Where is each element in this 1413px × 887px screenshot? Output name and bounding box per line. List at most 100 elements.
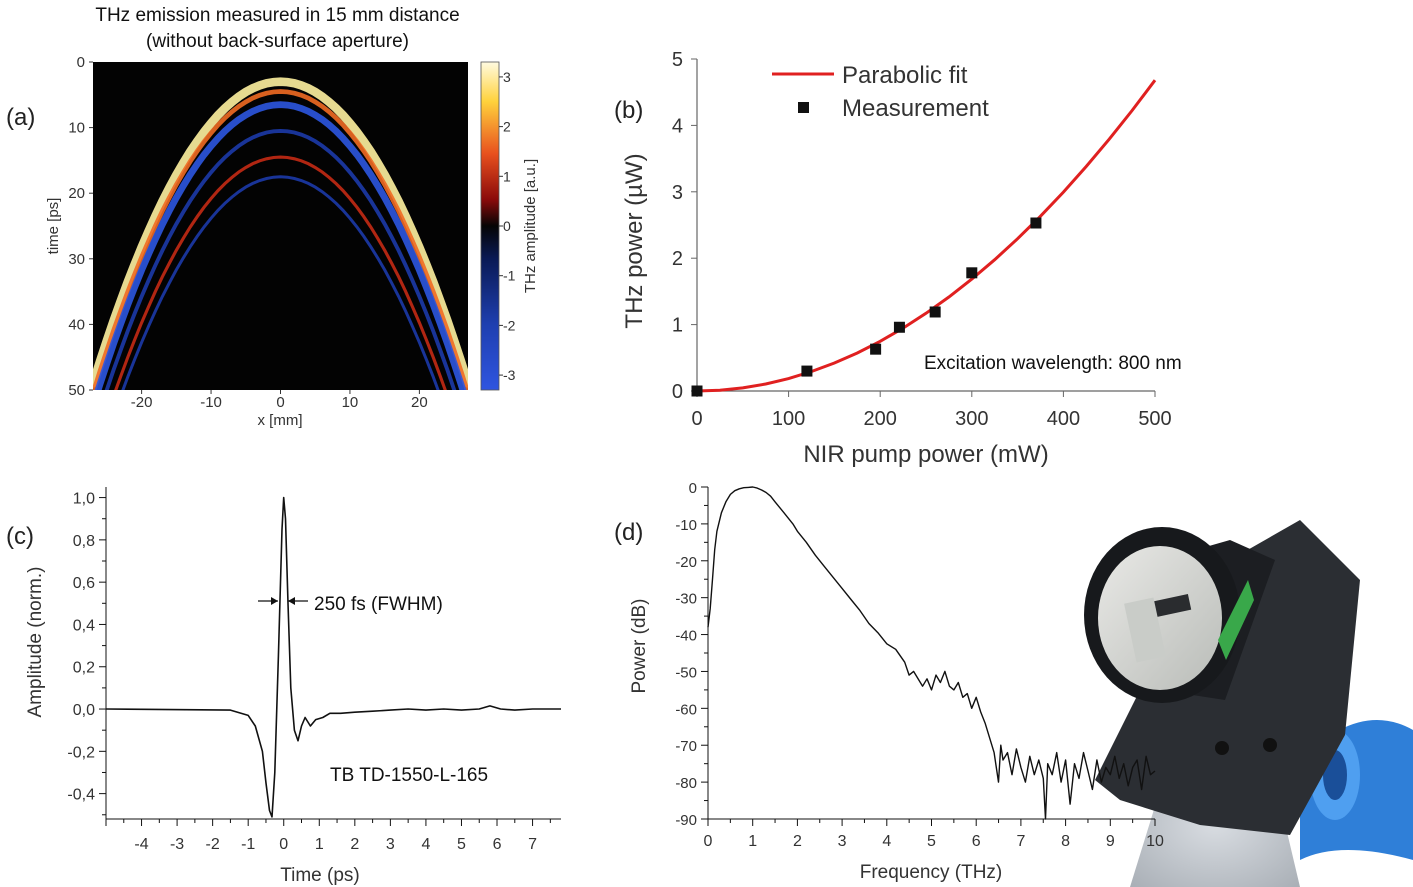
device-label: TB TD-1550-L-165 <box>330 765 488 786</box>
time-x-tick-label: 5 <box>457 836 466 853</box>
pump-x-label: NIR pump power (mW) <box>803 441 1048 468</box>
heatmap-x-tick-label: 0 <box>276 394 284 411</box>
freq-x-label: Frequency (THz) <box>860 862 1003 883</box>
pump-y-tick-label: 0 <box>672 381 683 403</box>
panel-label-b: (b) <box>614 97 643 124</box>
freq-y-tick-label: -30 <box>675 591 697 608</box>
time-x-tick-label: -3 <box>170 836 184 853</box>
freq-y-tick-label: -70 <box>675 738 697 755</box>
spectrum-trace <box>707 486 1156 820</box>
time-y-tick-label: 0,8 <box>73 533 95 550</box>
freq-y-tick-label: -90 <box>675 812 697 829</box>
colorbar-tick-label: 0 <box>503 218 511 234</box>
freq-y-tick-label: -60 <box>675 701 697 718</box>
pump-x-tick-label: 500 <box>1138 408 1171 430</box>
time-x-tick-label: 1 <box>315 836 324 853</box>
heatmap-x-tick-label: 20 <box>411 394 428 411</box>
heatmap-y-tick-label: 40 <box>68 316 85 333</box>
time-y-tick-label: -0,2 <box>67 744 95 761</box>
panel-label-a: (a) <box>6 104 35 131</box>
freq-x-tick-label: 8 <box>1061 833 1070 850</box>
colorbar-label: THz amplitude [a.u.] <box>522 159 539 293</box>
freq-y-tick-label: -50 <box>675 664 697 681</box>
heatmap-x-label: x [mm] <box>258 412 303 429</box>
time-y-tick-label: 0,6 <box>73 575 95 592</box>
panel-label-d: (d) <box>614 519 643 546</box>
measurement-point <box>966 267 978 279</box>
wavefront-band-2 <box>94 101 467 390</box>
time-y-tick-label: 0,0 <box>73 702 95 719</box>
freq-y-tick-label: -20 <box>675 554 697 571</box>
measurement-point <box>801 365 813 377</box>
pump-y-label: THz power (µW) <box>621 153 648 328</box>
heatmap-y-label: time [ps] <box>45 198 62 255</box>
time-x-tick-label: 6 <box>493 836 502 853</box>
pump-y-tick-label: 4 <box>672 115 683 137</box>
fwhm-annotation: 250 fs (FWHM) <box>314 594 443 615</box>
wavefront-band-4 <box>114 155 447 390</box>
time-x-tick-label: 3 <box>386 836 395 853</box>
time-y-tick-label: 0,2 <box>73 660 95 677</box>
freq-x-tick-label: 2 <box>793 833 802 850</box>
freq-x-tick-label: 9 <box>1106 833 1115 850</box>
time-y-label: Amplitude (norm.) <box>25 567 46 718</box>
colorbar-tick-label: 1 <box>503 168 511 184</box>
colorbar-tick-label: 3 <box>503 69 511 85</box>
measurement-point <box>1030 217 1042 229</box>
pump-x-tick-label: 200 <box>864 408 897 430</box>
time-x-tick-label: 0 <box>279 836 288 853</box>
heatmap-title-line1: THz emission measured in 15 mm distance <box>95 5 460 26</box>
freq-x-tick-label: 4 <box>882 833 891 850</box>
time-y-tick-label: 0,4 <box>73 617 95 634</box>
heatmap-y-tick-label: 30 <box>68 251 85 268</box>
panel-label-c: (c) <box>6 523 34 550</box>
freq-x-tick-label: 7 <box>1016 833 1025 850</box>
freq-x-tick-label: 6 <box>972 833 981 850</box>
freq-x-tick-label: 5 <box>927 833 936 850</box>
legend-measurement-label: Measurement <box>842 95 989 122</box>
fwhm-marker <box>258 597 308 605</box>
pump-x-tick-label: 400 <box>1047 408 1080 430</box>
heatmap-title: THz emission measured in 15 mm distance … <box>40 5 515 53</box>
parabolic-fit-line <box>696 79 1157 393</box>
heatmap-y-tick-label: 20 <box>68 185 85 202</box>
pump-y-tick-label: 5 <box>672 49 683 71</box>
wavefront-band-1 <box>93 89 468 390</box>
colorbar-tick-label: -1 <box>503 268 516 284</box>
freq-y-tick-label: -80 <box>675 775 697 792</box>
measurement-point <box>929 306 941 318</box>
time-y-tick-label: -0,4 <box>67 787 95 804</box>
time-x-tick-label: 4 <box>421 836 430 853</box>
freq-x-tick-label: 0 <box>704 833 713 850</box>
excitation-annotation: Excitation wavelength: 800 nm <box>924 353 1182 374</box>
pump-y-tick-label: 3 <box>672 182 683 204</box>
measurement-point <box>691 385 703 397</box>
pump-x-tick-label: 100 <box>772 408 805 430</box>
wavefront-band-3 <box>104 128 457 390</box>
heatmap-y-tick-label: 50 <box>68 382 85 399</box>
time-x-tick-label: 7 <box>528 836 537 853</box>
freq-y-tick-label: 0 <box>689 480 697 497</box>
time-x-tick-label: 2 <box>350 836 359 853</box>
pulse-trace <box>105 496 561 818</box>
time-x-tick-label: -2 <box>206 836 220 853</box>
time-x-tick-label: -1 <box>241 836 255 853</box>
measurement-point <box>893 321 905 333</box>
legend-measurement-swatch <box>798 102 809 113</box>
colorbar-tick-label: -2 <box>503 317 516 333</box>
heatmap-y-tick-label: 0 <box>77 54 85 71</box>
freq-y-label: Power (dB) <box>629 598 650 693</box>
freq-y-tick-label: -40 <box>675 628 697 645</box>
wavefront-band-0 <box>93 77 468 388</box>
heatmap-y-tick-label: 10 <box>68 120 85 137</box>
camera-photo <box>1084 520 1413 887</box>
pump-x-tick-label: 300 <box>955 408 988 430</box>
freq-x-tick-label: 10 <box>1146 833 1164 850</box>
colorbar-tick-label: -3 <box>503 367 516 383</box>
time-x-label: Time (ps) <box>280 865 360 886</box>
heatmap-title-line2: (without back-surface aperture) <box>146 31 409 52</box>
